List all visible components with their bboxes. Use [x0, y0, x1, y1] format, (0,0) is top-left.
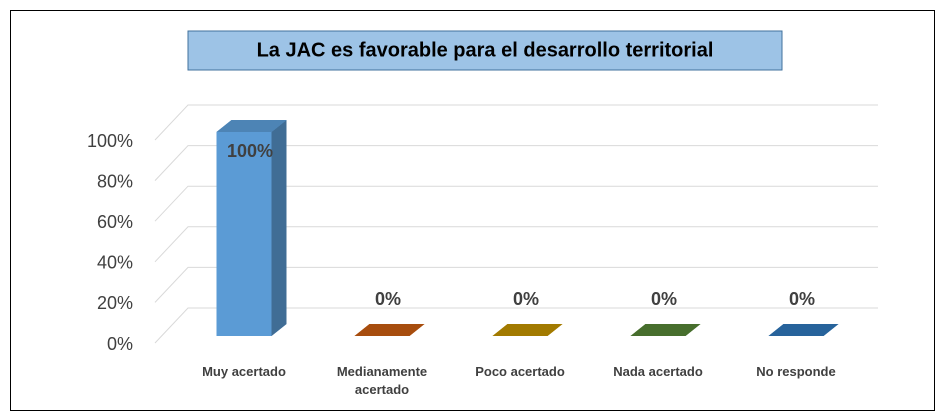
bar-top [492, 324, 563, 336]
value-label: 0% [651, 289, 677, 309]
value-label: 100% [227, 141, 273, 161]
value-label: 0% [789, 289, 815, 309]
x-tick-label: Muy acertado [202, 364, 286, 379]
grid-line [154, 185, 878, 222]
y-tick-label: 60% [97, 212, 133, 232]
y-tick-label: 80% [97, 171, 133, 191]
chart-title: La JAC es favorable para el desarrollo t… [257, 39, 714, 61]
value-label: 0% [513, 289, 539, 309]
bar-top [216, 120, 287, 132]
bar-top [354, 324, 425, 336]
grid-line [154, 226, 878, 263]
x-tick-label: Nada acertado [613, 364, 703, 379]
bar-front [216, 132, 272, 336]
bar-top [630, 324, 701, 336]
grid-line [154, 104, 878, 141]
bar-top [768, 324, 839, 336]
grid-line [154, 307, 878, 344]
value-label: 0% [375, 289, 401, 309]
y-tick-label: 0% [107, 334, 133, 354]
bar-side [271, 120, 287, 336]
grid-line [154, 266, 878, 303]
y-tick-label: 40% [97, 253, 133, 273]
x-tick-label: Medianamente acertado [336, 364, 428, 397]
grid-line [154, 145, 878, 181]
y-tick-label: 20% [97, 293, 133, 313]
x-tick-label: Poco acertado [475, 364, 565, 379]
x-tick-label: No responde [756, 364, 836, 379]
y-tick-label: 100% [87, 131, 133, 151]
title-box [187, 30, 783, 71]
